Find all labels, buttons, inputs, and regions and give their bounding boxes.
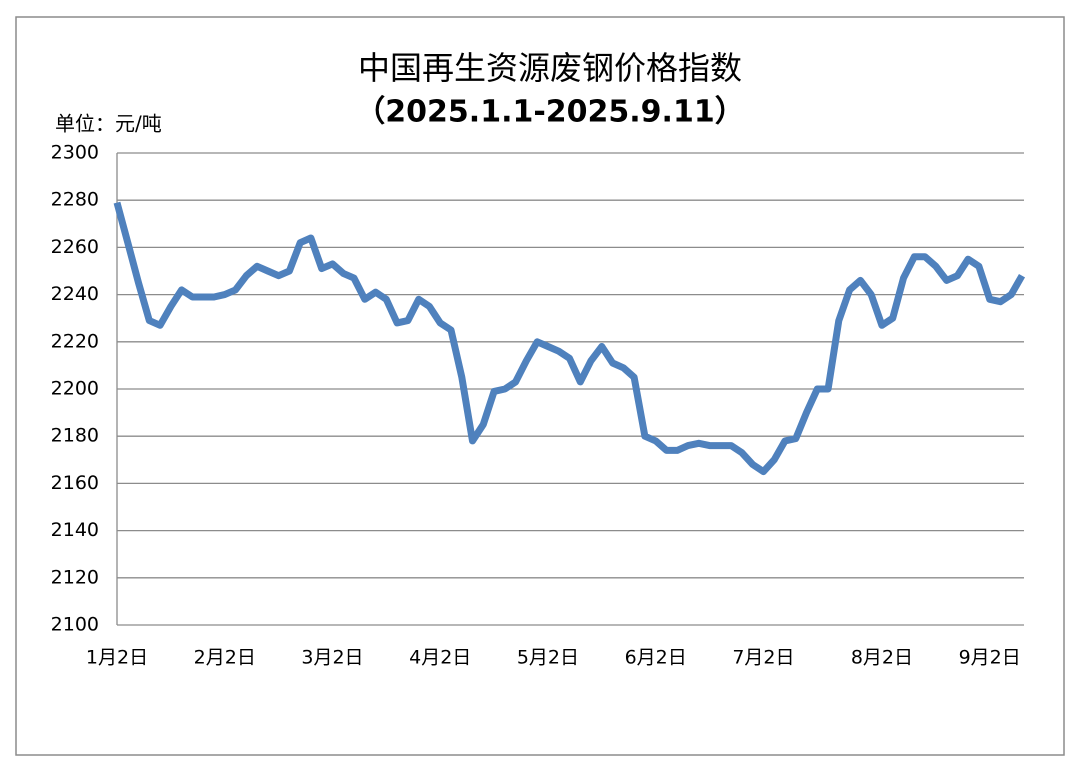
- chart-subtitle: （2025.1.1-2025.9.11）: [355, 95, 744, 130]
- y-tick-label: 2160: [51, 472, 99, 494]
- y-axis-label: 单位：元/吨: [55, 112, 162, 136]
- x-tick-label: 9月2日: [959, 647, 1021, 669]
- y-tick-label: 2100: [51, 614, 99, 636]
- x-tick-label: 5月2日: [517, 647, 579, 669]
- y-tick-label: 2280: [51, 189, 99, 211]
- y-tick-label: 2260: [51, 236, 99, 258]
- y-tick-label: 2120: [51, 566, 99, 588]
- x-tick-label: 6月2日: [625, 647, 687, 669]
- y-tick-label: 2200: [51, 378, 99, 400]
- chart-title: 中国再生资源废钢价格指数: [358, 49, 742, 87]
- y-tick-label: 2220: [51, 330, 99, 352]
- x-tick-label: 3月2日: [301, 647, 363, 669]
- x-tick-label: 7月2日: [732, 647, 794, 669]
- y-tick-label: 2300: [51, 142, 99, 164]
- x-tick-label: 4月2日: [409, 647, 471, 669]
- y-tick-label: 2240: [51, 283, 99, 305]
- data-line: [113, 201, 1026, 476]
- y-tick-label: 2140: [51, 519, 99, 541]
- x-tick-label: 1月2日: [86, 647, 148, 669]
- x-tick-label: 8月2日: [851, 647, 913, 669]
- chart-frame: [15, 16, 1065, 756]
- y-tick-label: 2180: [51, 425, 99, 447]
- x-tick-label: 2月2日: [194, 647, 256, 669]
